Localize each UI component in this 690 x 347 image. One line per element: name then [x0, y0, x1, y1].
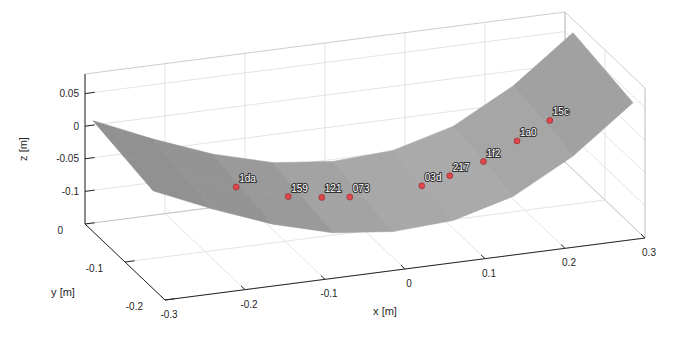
box-edge [645, 88, 646, 238]
box-edge [85, 12, 565, 74]
axis-domain [85, 74, 86, 224]
point [419, 183, 425, 189]
point [514, 138, 520, 144]
tick [481, 255, 485, 259]
tick-label: 0.2 [562, 257, 576, 268]
tick-label: -0.3 [160, 309, 178, 320]
surface-patch [123, 156, 213, 209]
tick-label: -0.2 [126, 301, 144, 312]
grid-line [85, 224, 165, 300]
tick-label: -0.05 [56, 153, 79, 164]
axes: -0.3 -0.2 -0.1 0 0.1 0.2 0.3 -0.2 -0.1 0 -0.1 -0.05… [17, 74, 656, 320]
tick [165, 299, 175, 300]
tick [401, 265, 405, 269]
tick-label: -0.2 [240, 299, 258, 310]
tick [561, 245, 565, 249]
point [285, 194, 291, 200]
point-label: 1a0 [520, 127, 537, 138]
tick [641, 234, 645, 238]
point-label: 073 [353, 183, 370, 194]
tick-label: -0.1 [320, 288, 338, 299]
tick [161, 296, 165, 300]
box-edge [565, 162, 645, 238]
grid-line [645, 88, 646, 238]
tick [85, 125, 95, 126]
point-label: 15c [553, 106, 569, 117]
tick-label: 0 [73, 121, 79, 132]
tick [85, 223, 95, 224]
tick [241, 286, 245, 290]
point-label: 217 [453, 162, 470, 173]
tick-label: 0 [406, 278, 412, 289]
grid [85, 12, 645, 300]
tick-label: 0.1 [482, 268, 496, 279]
point [233, 184, 239, 190]
point-label: 159 [291, 183, 308, 194]
grid-line [85, 74, 86, 224]
point-label: 121 [325, 183, 342, 194]
tick [85, 190, 95, 191]
grid-line [85, 32, 565, 94]
point [480, 159, 486, 165]
tick [321, 276, 325, 280]
tick [85, 92, 95, 93]
labels: 1da 159 121 073 03d 217 1f2 1a0 15c [239, 106, 569, 194]
point [319, 194, 325, 200]
point-label: 1f2 [486, 148, 500, 159]
axis-title: y [m] [51, 286, 75, 298]
tick-label: -0.1 [62, 186, 80, 197]
point [447, 173, 453, 179]
point-label: 03d [425, 172, 442, 183]
point [347, 194, 353, 200]
axis-domain [85, 224, 165, 300]
tick-label: -0.1 [86, 263, 104, 274]
tick-label: 0.3 [642, 247, 656, 258]
point [547, 117, 553, 123]
plot-area [93, 33, 633, 233]
axis-title: z [m] [17, 137, 29, 161]
tick [125, 261, 135, 262]
axis-domain [165, 238, 645, 300]
chart: 1da 159 121 073 03d 217 1f2 1a0 15c -0.3 -0.2 -0.1 0… [0, 0, 690, 347]
tick [85, 158, 95, 159]
axis-title: x [m] [373, 305, 397, 317]
tick-label: 0 [57, 225, 63, 236]
tick-label: 0.05 [60, 88, 80, 99]
point-label: 1da [239, 173, 256, 184]
